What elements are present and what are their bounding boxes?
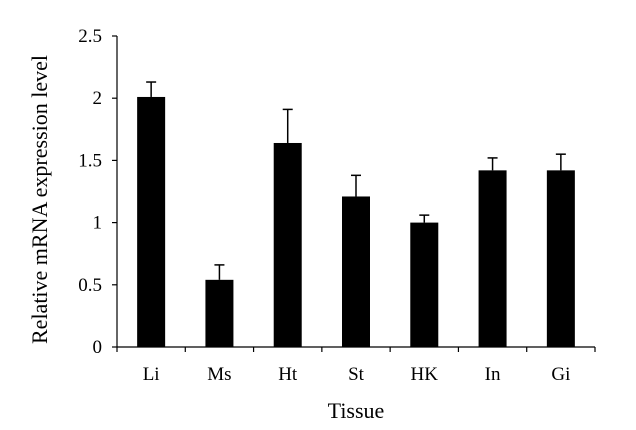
- y-tick-label-2-5: 2.5: [78, 26, 102, 47]
- bar-hk: [410, 222, 439, 347]
- y-ticks-layer: 0 0.5 1 1.5 2 2.5: [78, 26, 117, 358]
- y-tick-label-1-5: 1.5: [78, 150, 102, 171]
- y-tick-label-2: 2: [93, 88, 103, 109]
- bar-st: [342, 196, 370, 347]
- x-axis-title: Tissue: [328, 398, 385, 423]
- x-tick-label-li: Li: [143, 364, 160, 385]
- y-tick-label-1: 1: [93, 213, 103, 234]
- bar-in: [478, 170, 507, 347]
- x-tick-label-st: St: [348, 364, 365, 385]
- bar-gi: [546, 170, 575, 347]
- x-tick-label-ms: Ms: [207, 364, 231, 385]
- x-tick-label-ht: Ht: [278, 364, 298, 385]
- bar-li: [137, 96, 166, 348]
- x-tick-label-hk: HK: [411, 364, 439, 385]
- x-tick-label-gi: Gi: [551, 364, 570, 385]
- bars-layer: [137, 96, 575, 348]
- y-axis-title: Relative mRNA expression level: [27, 55, 52, 344]
- axes-layer: [116, 36, 595, 348]
- y-tick-label-0: 0: [93, 337, 103, 358]
- x-tick-label-in: In: [485, 364, 501, 385]
- x-ticks-layer: Li Ms Ht St HK In Gi: [116, 347, 596, 385]
- bar-ht: [273, 142, 302, 347]
- bar-ms: [205, 279, 234, 347]
- y-tick-label-0-5: 0.5: [78, 275, 102, 296]
- error-bars-layer: [146, 81, 566, 280]
